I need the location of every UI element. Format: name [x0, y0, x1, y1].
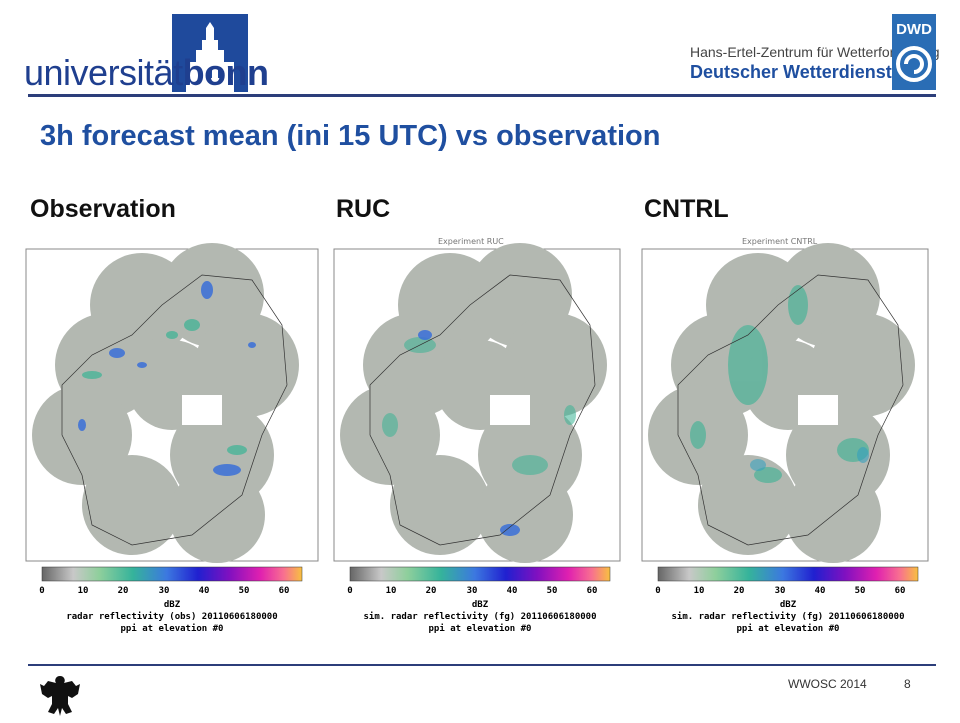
header-rule: [28, 94, 936, 97]
map-observation: [22, 235, 322, 565]
dwd-institute-name: Hans-Ertel-Zentrum für Wetterforschung: [690, 44, 940, 60]
colorbar-tick: 20: [118, 586, 129, 596]
panel-label-cntrl: CNTRL: [644, 195, 729, 223]
footer-event: WWOSC 2014: [788, 677, 867, 691]
slide-title: 3h forecast mean (ini 15 UTC) vs observa…: [40, 120, 661, 152]
colorbar-tick: 50: [547, 586, 558, 596]
colorbar-tick: 20: [734, 586, 745, 596]
colorbar-tick: 60: [587, 586, 598, 596]
page-number: 8: [904, 677, 911, 691]
colorbar-tick: 10: [78, 586, 89, 596]
colorbar-caption: radar reflectivity (obs) 20110606180000: [66, 611, 277, 622]
university-bonn-logo: [26, 10, 256, 96]
colorbar-unit: dBZ: [780, 600, 797, 610]
experiment-label: Experiment CNTRL: [742, 237, 818, 246]
university-bonn-wordmark: universitätbonn: [24, 52, 269, 93]
colorbar-tick: 30: [775, 586, 786, 596]
colorbar-unit: dBZ: [472, 600, 489, 610]
colorbar-cntrl: 0 10 20 30 40 50 60 dBZ sim. radar refle…: [655, 566, 919, 634]
dwd-name: Deutscher Wetterdienst: [690, 62, 892, 82]
colorbar-observation: 0 10 20 30 40 50 60 dBZ radar reflectivi…: [39, 566, 303, 634]
map-ruc: Experiment RUC: [330, 235, 630, 565]
colorbar-tick: 0: [347, 586, 352, 596]
colorbar-tick: 60: [279, 586, 290, 596]
federal-eagle-icon: [38, 672, 82, 718]
panel-label-observation: Observation: [30, 195, 176, 223]
footer-rule: [28, 664, 936, 666]
colorbar-tick: 40: [199, 586, 210, 596]
colorbar-tick: 40: [507, 586, 518, 596]
colorbar-tick: 20: [426, 586, 437, 596]
colorbar-tick: 60: [895, 586, 906, 596]
dwd-logo: DWD: [892, 14, 936, 90]
colorbar-tick: 0: [39, 586, 44, 596]
colorbar-tick: 10: [386, 586, 397, 596]
colorbar-tick: 40: [815, 586, 826, 596]
colorbar-ruc: 0 10 20 30 40 50 60 dBZ sim. radar refle…: [347, 566, 611, 634]
colorbar-unit: dBZ: [164, 600, 181, 610]
colorbar-subcaption: ppi at elevation #0: [737, 623, 840, 634]
colorbar-tick: 30: [467, 586, 478, 596]
colorbar-tick: 50: [239, 586, 250, 596]
colorbar-tick: 30: [159, 586, 170, 596]
colorbar-tick: 50: [855, 586, 866, 596]
colorbar-subcaption: ppi at elevation #0: [429, 623, 532, 634]
dwd-badge-text: DWD: [896, 21, 932, 38]
panel-label-ruc: RUC: [336, 195, 391, 223]
colorbar-caption: sim. radar reflectivity (fg) 20110606180…: [364, 611, 597, 622]
experiment-label: Experiment RUC: [438, 237, 504, 246]
colorbar-tick: 0: [655, 586, 660, 596]
colorbar-tick: 10: [694, 586, 705, 596]
colorbar-subcaption: ppi at elevation #0: [121, 623, 224, 634]
map-cntrl: Experiment CNTRL: [638, 235, 938, 565]
colorbar-caption: sim. radar reflectivity (fg) 20110606180…: [672, 611, 905, 622]
